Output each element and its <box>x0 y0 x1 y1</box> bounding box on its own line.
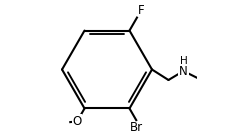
Text: N: N <box>179 64 188 78</box>
Text: Br: Br <box>130 121 143 134</box>
Text: O: O <box>72 115 82 128</box>
Text: H: H <box>180 56 187 66</box>
Text: F: F <box>138 4 144 17</box>
